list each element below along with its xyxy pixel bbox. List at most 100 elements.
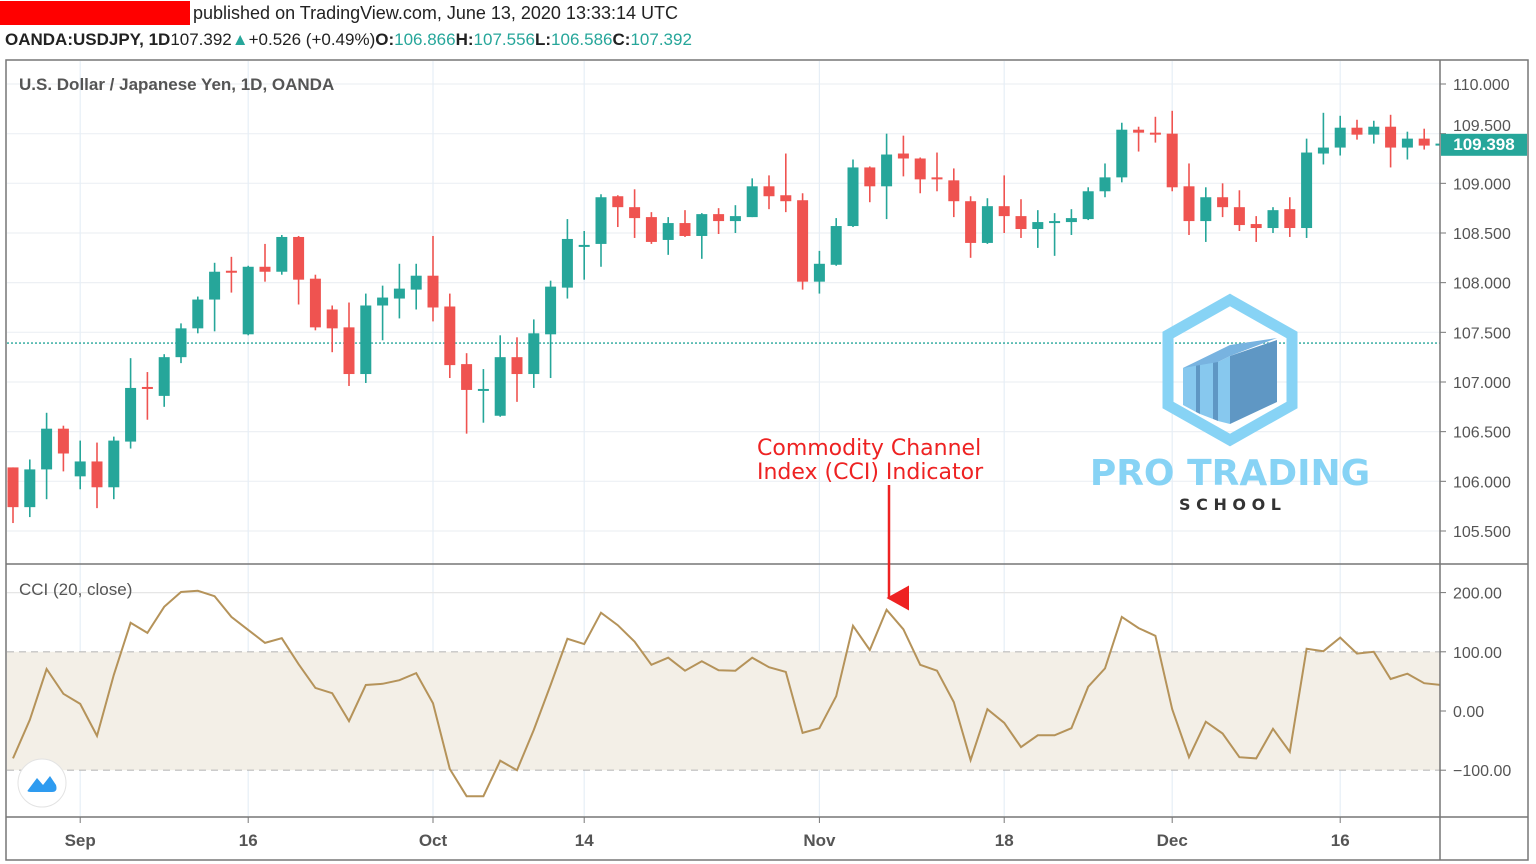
- candle-body: [57, 428, 69, 454]
- annotation-line-1: Commodity Channel: [757, 436, 981, 461]
- close-value: 107.392: [630, 30, 692, 49]
- candle-down: [1149, 116, 1161, 143]
- candle-up: [1317, 112, 1329, 165]
- publish-line: published on TradingView.com, June 13, 2…: [0, 0, 678, 26]
- candle-down: [444, 293, 456, 379]
- candle-down: [225, 256, 237, 293]
- time-axis[interactable]: Sep 16 Oct 14 Nov 18 Dec 16: [65, 817, 1350, 850]
- tradingview-logo-button[interactable]: [17, 758, 67, 808]
- price-axis[interactable]: 110.000 109.500 109.000 108.500 108.000 107.5…: [1440, 77, 1511, 541]
- candle-down: [780, 153, 792, 213]
- candle-up: [1334, 115, 1346, 156]
- candle-body: [494, 357, 506, 416]
- candle-down: [309, 274, 321, 331]
- candle-down: [57, 425, 69, 472]
- candle-down: [259, 243, 271, 282]
- time-tick-label: Oct: [419, 831, 448, 850]
- candle-up: [595, 194, 607, 267]
- candle-body: [461, 364, 473, 390]
- candle-body: [1368, 126, 1380, 135]
- candle-body: [1401, 138, 1413, 148]
- candles: [7, 110, 1440, 524]
- candle-body: [377, 297, 389, 306]
- candle-body: [1351, 127, 1363, 135]
- symbol-line: OANDA:USDJPY, 1D 107.392 ▲ +0.526 (+0.49…: [5, 28, 692, 52]
- symbol-name: OANDA:USDJPY, 1D: [5, 30, 171, 49]
- candle-up: [1116, 122, 1128, 183]
- candle-body: [1250, 224, 1262, 229]
- candle-body: [24, 469, 36, 508]
- candle-up: [1082, 187, 1094, 221]
- candle-body: [74, 461, 86, 477]
- candle-up: [377, 285, 389, 341]
- candle-up: [981, 198, 993, 244]
- candle-down: [1183, 163, 1195, 235]
- candle-body: [175, 328, 187, 358]
- candle-up: [545, 280, 557, 379]
- candle-up: [729, 205, 741, 233]
- candle-up: [158, 354, 170, 407]
- candle-up: [881, 133, 893, 220]
- candle-down: [629, 189, 641, 238]
- candle-body: [225, 270, 237, 273]
- cci-line: [12, 589, 1440, 798]
- candle-body: [528, 333, 540, 375]
- candle-body: [1149, 132, 1161, 135]
- time-tick-label: Sep: [65, 831, 96, 850]
- last-price: 107.392: [170, 30, 232, 49]
- candle-body: [662, 223, 674, 240]
- candle-down: [326, 305, 338, 353]
- candle-body: [830, 226, 842, 265]
- candle-up: [242, 265, 254, 336]
- candle-body: [612, 196, 624, 208]
- candle-up: [360, 293, 372, 383]
- candle-down: [1250, 216, 1262, 242]
- candle-body: [259, 266, 271, 272]
- time-tick-label: 14: [575, 831, 594, 850]
- candle-body: [1015, 216, 1027, 230]
- candle-down: [1418, 128, 1430, 150]
- candle-body: [1301, 152, 1313, 229]
- candle-body: [965, 201, 977, 243]
- candle-body: [545, 286, 557, 335]
- candle-body: [427, 275, 439, 308]
- candle-body: [1418, 138, 1430, 146]
- high-label: H:: [455, 30, 474, 49]
- price-tick-label: 110.000: [1453, 77, 1510, 94]
- cci-tick-label: 200.00: [1453, 586, 1502, 603]
- candle-body: [629, 207, 641, 219]
- candle-body: [813, 263, 825, 282]
- candle-body: [276, 236, 288, 272]
- candle-down: [1133, 126, 1145, 152]
- candle-down: [343, 302, 355, 386]
- candle-down: [1233, 190, 1245, 232]
- candle-body: [141, 386, 153, 389]
- candle-down: [1351, 119, 1363, 140]
- candle-down: [612, 195, 624, 228]
- price-tick-label: 108.500: [1453, 226, 1511, 243]
- candle-body: [696, 214, 708, 236]
- candle-down: [897, 135, 909, 177]
- candle-up: [1301, 138, 1313, 238]
- candle-down: [797, 193, 809, 290]
- candle-body: [326, 309, 338, 329]
- candle-up: [494, 335, 506, 417]
- candle-down: [511, 337, 523, 402]
- candle-body: [763, 186, 775, 197]
- time-tick-label: Dec: [1157, 831, 1188, 850]
- candle-up: [662, 217, 674, 255]
- candle-body: [713, 214, 725, 222]
- candle-down: [7, 467, 19, 524]
- open-value: 106.866: [394, 30, 456, 49]
- published-text: published on TradingView.com, June 13, 2…: [193, 2, 678, 23]
- redacted-author-box: [0, 1, 190, 25]
- candle-up: [1099, 163, 1111, 198]
- candle-down: [461, 353, 473, 434]
- candle-body: [578, 244, 590, 247]
- candle-up: [830, 218, 842, 266]
- candle-body: [444, 306, 456, 366]
- time-tick-label: 18: [995, 831, 1014, 850]
- cci-axis[interactable]: 200.00 100.00 0.00 −100.00: [1440, 586, 1511, 781]
- candle-body: [931, 177, 943, 180]
